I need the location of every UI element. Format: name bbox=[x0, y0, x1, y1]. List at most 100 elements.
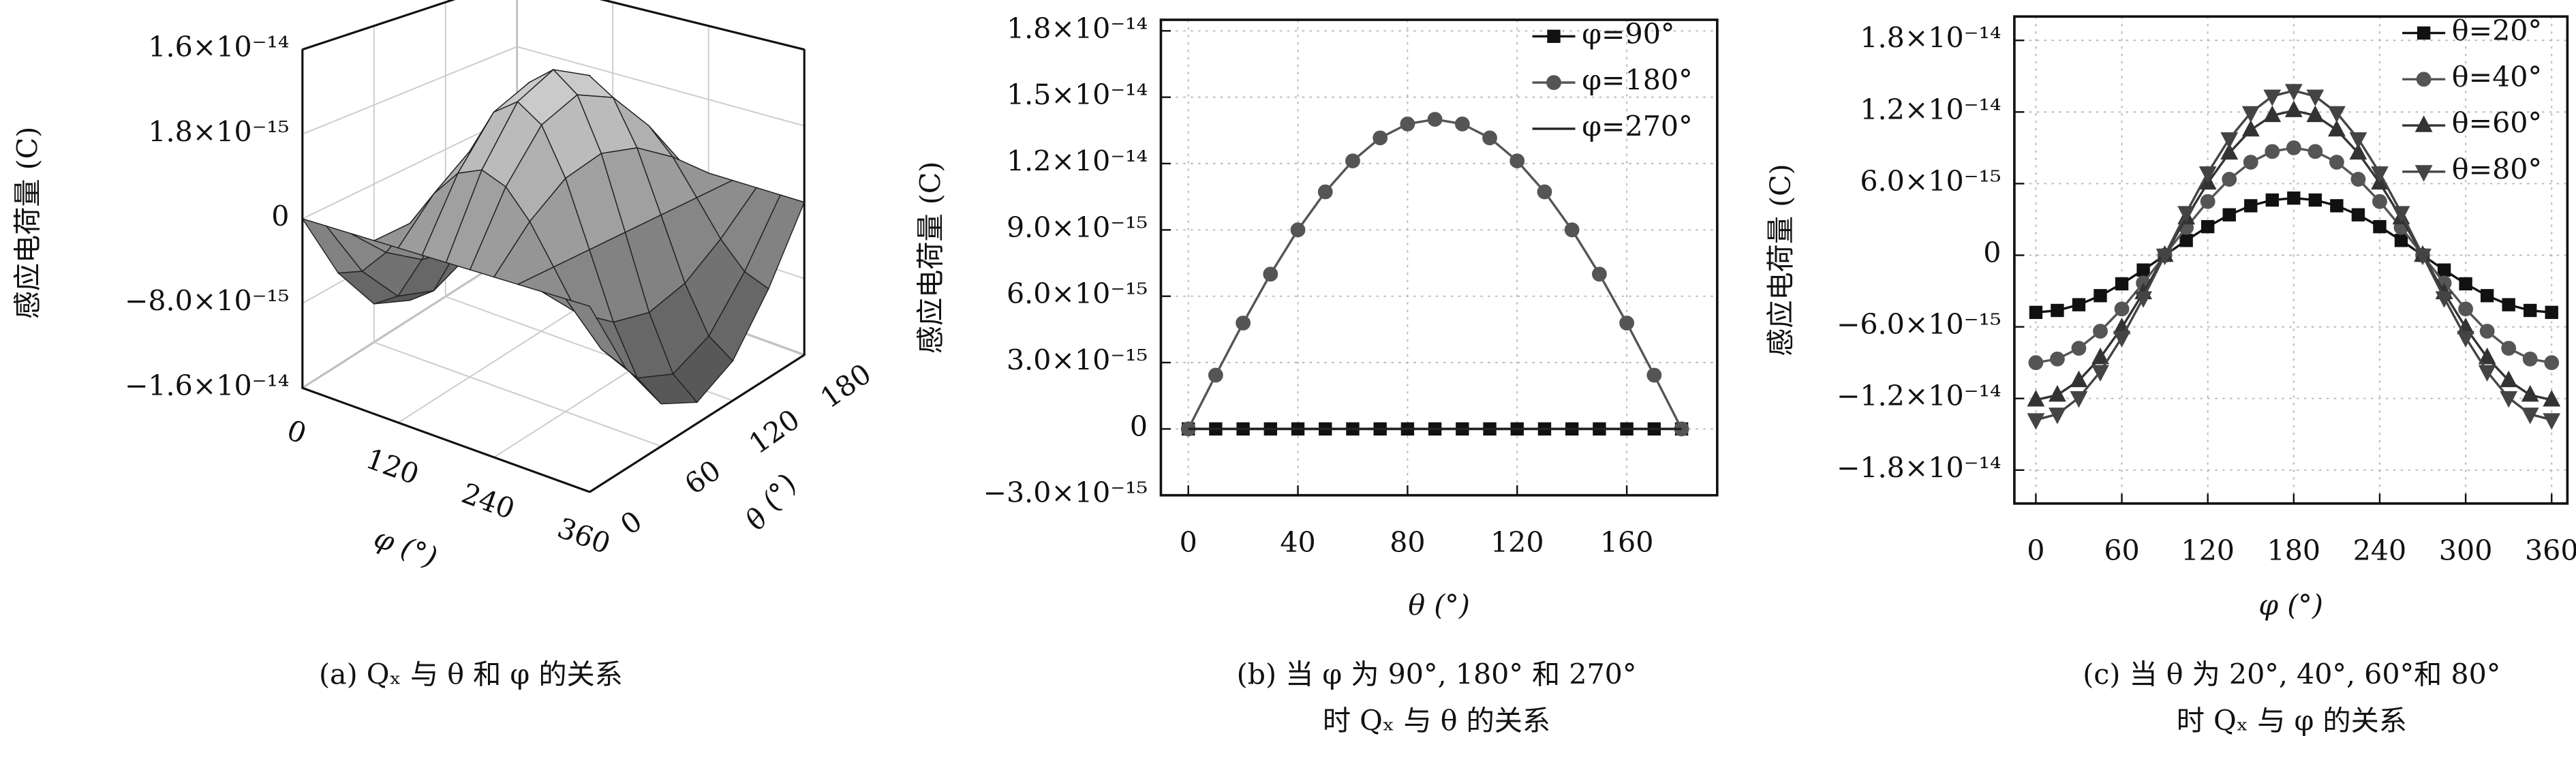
marker bbox=[2478, 365, 2496, 382]
x-tick-label: 120 bbox=[1490, 526, 1544, 559]
marker bbox=[2522, 351, 2538, 367]
y-tick-label: −1.8×10⁻¹⁴ bbox=[1837, 451, 2002, 484]
marker bbox=[2070, 370, 2088, 388]
marker bbox=[2287, 191, 2301, 205]
marker bbox=[2500, 390, 2518, 408]
marker bbox=[2502, 298, 2515, 311]
z-tick-label: 0 bbox=[271, 200, 289, 232]
marker bbox=[2478, 347, 2496, 365]
legend-label: θ=80° bbox=[2452, 153, 2542, 185]
marker bbox=[1236, 316, 1251, 331]
marker bbox=[2243, 155, 2258, 170]
marker bbox=[1290, 222, 1306, 238]
legend-label: θ=60° bbox=[2452, 107, 2542, 140]
marker bbox=[1564, 222, 1580, 238]
marker bbox=[2351, 208, 2365, 221]
x-tick-label: 180 bbox=[2267, 534, 2321, 567]
marker bbox=[2094, 289, 2107, 303]
marker bbox=[2241, 106, 2260, 123]
marker bbox=[2156, 248, 2174, 266]
y-tick-label: 1.5×10⁻¹⁴ bbox=[1007, 78, 1148, 111]
x-tick-label: 240 bbox=[2353, 534, 2407, 567]
marker bbox=[1454, 117, 1470, 132]
marker bbox=[2265, 193, 2279, 207]
x-tick-label: 60 bbox=[2104, 534, 2139, 567]
x-tick-label: 240 bbox=[457, 477, 519, 526]
marker bbox=[2371, 166, 2389, 183]
x-tick-label: 0 bbox=[283, 414, 311, 450]
marker bbox=[2306, 89, 2325, 106]
marker bbox=[2072, 298, 2086, 311]
plot-frame bbox=[1159, 18, 1719, 497]
z-tick-label: −1.6×10⁻¹⁴ bbox=[125, 369, 290, 402]
y-tick-label: 60 bbox=[679, 454, 726, 501]
marker bbox=[2480, 289, 2494, 303]
marker bbox=[2500, 370, 2518, 388]
box-edge bbox=[589, 354, 806, 493]
y-axis-label: 感应电荷量 (C) bbox=[1764, 164, 1797, 356]
z-tick-label: 1.6×10⁻¹⁴ bbox=[148, 31, 289, 63]
marker bbox=[1646, 367, 1662, 383]
marker bbox=[2029, 305, 2043, 320]
marker bbox=[2027, 413, 2045, 430]
x-tick-label: 360 bbox=[2525, 534, 2576, 567]
caption: (b) 当 φ 为 90°, 180° 和 270° bbox=[1237, 658, 1637, 691]
marker bbox=[2414, 115, 2433, 132]
marker bbox=[2265, 144, 2280, 159]
x-tick-label: 80 bbox=[1390, 526, 1425, 559]
marker bbox=[2459, 277, 2472, 291]
legend-label: φ=90° bbox=[1582, 18, 1674, 50]
marker bbox=[2093, 324, 2108, 339]
marker bbox=[2330, 199, 2344, 213]
marker bbox=[2091, 347, 2109, 365]
marker bbox=[2416, 72, 2432, 87]
marker bbox=[1537, 184, 1552, 200]
marker bbox=[1546, 75, 1561, 91]
marker bbox=[1263, 266, 1278, 282]
marker bbox=[2263, 105, 2282, 123]
marker bbox=[2201, 219, 2215, 234]
marker bbox=[2501, 341, 2517, 356]
legend-label: θ=40° bbox=[2452, 61, 2542, 93]
x-tick-label: 0 bbox=[1180, 526, 1197, 559]
marker bbox=[2113, 331, 2131, 348]
marker bbox=[2198, 166, 2217, 183]
marker bbox=[2051, 303, 2064, 318]
marker bbox=[2177, 206, 2196, 223]
caption: (a) Qₓ 与 θ 和 φ 的关系 bbox=[319, 658, 623, 691]
x-tick-label: 120 bbox=[2181, 534, 2235, 567]
marker bbox=[2286, 140, 2301, 155]
marker bbox=[2244, 199, 2258, 213]
plot-frame bbox=[2013, 15, 2569, 505]
marker bbox=[2414, 248, 2432, 266]
box-edge bbox=[302, 386, 590, 493]
x-tick-label: 300 bbox=[2439, 534, 2493, 567]
marker bbox=[2070, 390, 2088, 408]
legend-label: θ=20° bbox=[2452, 14, 2542, 47]
marker bbox=[2027, 390, 2045, 407]
y-axis-label: θ (°) bbox=[739, 468, 803, 536]
marker bbox=[2220, 132, 2239, 149]
marker bbox=[2521, 408, 2539, 425]
marker bbox=[2437, 263, 2451, 277]
marker bbox=[2263, 89, 2282, 106]
marker bbox=[1482, 130, 1497, 146]
marker bbox=[2457, 331, 2475, 348]
marker bbox=[2349, 142, 2367, 160]
marker bbox=[2200, 194, 2215, 209]
y-tick-label: −3.0×10⁻¹⁵ bbox=[983, 476, 1148, 509]
marker bbox=[2327, 119, 2346, 137]
y-tick-label: 3.0×10⁻¹⁵ bbox=[1007, 344, 1148, 377]
box-edge bbox=[599, 0, 805, 51]
marker bbox=[2521, 384, 2539, 402]
caption: 时 Qₓ 与 θ 的关系 bbox=[1323, 705, 1550, 737]
marker bbox=[2329, 155, 2344, 170]
marker bbox=[2050, 351, 2065, 367]
box-edge bbox=[302, 0, 456, 51]
marker bbox=[2308, 193, 2322, 207]
marker bbox=[2307, 144, 2323, 159]
marker bbox=[2349, 132, 2367, 149]
marker bbox=[2071, 341, 2087, 356]
series-line bbox=[1187, 118, 1683, 430]
y-axis-label: 感应电荷量 (C) bbox=[915, 162, 947, 354]
